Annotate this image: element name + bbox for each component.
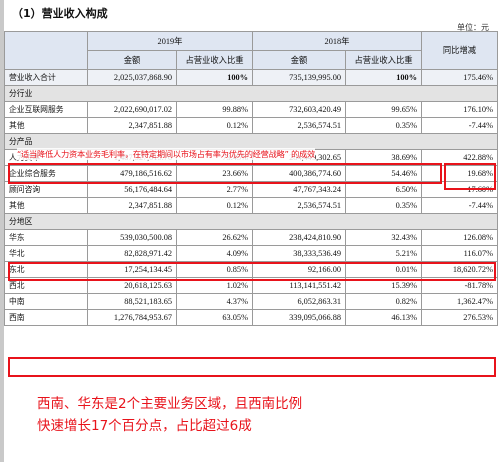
amount-2018: 339,095,066.88 bbox=[252, 309, 346, 326]
header-blank bbox=[4, 31, 88, 70]
amount-2018: 238,424,810.90 bbox=[252, 229, 346, 246]
share-2018: 46.13% bbox=[345, 309, 422, 326]
table-row: 中南 88,521,183.65 4.37% 6,052,863.31 0.82… bbox=[4, 293, 498, 310]
amount-2019: 539,030,500.08 bbox=[87, 229, 177, 246]
amount-2019: 88,521,183.65 bbox=[87, 293, 177, 310]
yoy-change: 126.08% bbox=[421, 229, 498, 246]
share-2019: 0.12% bbox=[176, 117, 253, 134]
header-year-2019: 2019年 bbox=[87, 31, 253, 51]
amount-2018: 2,536,574.51 bbox=[252, 117, 346, 134]
table-row-total: 营业收入合计 2,025,037,868.90 100% 735,139,995… bbox=[4, 69, 498, 86]
table-row: 西北 20,618,125.63 1.02% 113,141,551.42 15… bbox=[4, 277, 498, 294]
share-2019: 0.12% bbox=[176, 197, 253, 214]
yoy-change: 1,362.47% bbox=[421, 293, 498, 310]
table-row: 华北 82,828,971.42 4.09% 38,333,536.49 5.2… bbox=[4, 245, 498, 262]
yoy-change: 116.07% bbox=[421, 245, 498, 262]
section-title: （1）营业收入构成 bbox=[12, 7, 108, 20]
row-label: 西南 bbox=[4, 309, 88, 326]
share-2018: 100% bbox=[345, 69, 422, 86]
yoy-change: 176.10% bbox=[421, 101, 498, 118]
amount-2018: 2,536,574.51 bbox=[252, 197, 346, 214]
yoy-change: 276.53% bbox=[421, 309, 498, 326]
amount-2019: 2,022,690,017.02 bbox=[87, 101, 177, 118]
header-amount-2018: 金额 bbox=[252, 50, 346, 70]
yoy-change: -7.44% bbox=[421, 197, 498, 214]
unit-note: 单位：元 bbox=[457, 23, 489, 32]
annotation-note: “适当降低人力资本业务毛利率，在特定期间以市场占有率为优先的经营战略” 的成效 bbox=[17, 148, 316, 160]
table-row: 企业综合服务 479,186,516.62 23.66% 400,386,774… bbox=[4, 165, 498, 182]
share-2019: 63.05% bbox=[176, 309, 253, 326]
header-year-2018: 2018年 bbox=[252, 31, 422, 51]
share-2018: 0.35% bbox=[345, 117, 422, 134]
amount-2018: 38,333,536.49 bbox=[252, 245, 346, 262]
row-label: 其他 bbox=[4, 117, 88, 134]
share-2018: 32.43% bbox=[345, 229, 422, 246]
highlight-box-yoy-human-capital bbox=[444, 163, 496, 190]
header-share-2019: 占营业收入比重 bbox=[176, 50, 253, 70]
annotation-comment-line1: 西南、华东是2个主要业务区域，且西南比例 bbox=[37, 396, 303, 412]
share-2018: 0.35% bbox=[345, 197, 422, 214]
amount-2019: 2,025,037,868.90 bbox=[87, 69, 177, 86]
section-title-industry: 分行业 bbox=[4, 85, 498, 102]
row-label: 营业收入合计 bbox=[4, 69, 88, 86]
section-row-region: 分地区 bbox=[4, 213, 498, 230]
share-2019: 100% bbox=[176, 69, 253, 86]
share-2019: 99.88% bbox=[176, 101, 253, 118]
header-yoy: 同比增减 bbox=[421, 31, 498, 70]
table-row: 西南 1,276,784,953.67 63.05% 339,095,066.8… bbox=[4, 309, 498, 326]
amount-2019: 1,276,784,953.67 bbox=[87, 309, 177, 326]
table-row: 其他 2,347,851.88 0.12% 2,536,574.51 0.35%… bbox=[4, 117, 498, 134]
share-2019: 26.62% bbox=[176, 229, 253, 246]
highlight-box-southwest bbox=[8, 357, 496, 377]
header-share-2018: 占营业收入比重 bbox=[345, 50, 422, 70]
row-label: 华东 bbox=[4, 229, 88, 246]
share-2019: 4.09% bbox=[176, 245, 253, 262]
amount-2019: 2,347,851.88 bbox=[87, 197, 177, 214]
highlight-box-human-capital bbox=[8, 163, 442, 184]
highlight-box-east-china bbox=[8, 262, 496, 281]
annotation-comment-line2: 快速增长17个百分点，占比超过6成 bbox=[37, 418, 252, 434]
share-2018: 99.65% bbox=[345, 101, 422, 118]
annotation-comment: 西南、华东是2个主要业务区域，且西南比例 快速增长17个百分点，占比超过6成 bbox=[37, 393, 477, 437]
table-row: 企业互联网服务 2,022,690,017.02 99.88% 732,603,… bbox=[4, 101, 498, 118]
section-title-region: 分地区 bbox=[4, 213, 498, 230]
row-label: 企业互联网服务 bbox=[4, 101, 88, 118]
section-row-industry: 分行业 bbox=[4, 85, 498, 102]
table-row: 华东 539,030,500.08 26.62% 238,424,810.90 … bbox=[4, 229, 498, 246]
row-label: 其他 bbox=[4, 197, 88, 214]
share-2018: 0.82% bbox=[345, 293, 422, 310]
amount-2019: 82,828,971.42 bbox=[87, 245, 177, 262]
header-amount-2019: 金额 bbox=[87, 50, 177, 70]
yoy-change: 175.46% bbox=[421, 69, 498, 86]
amount-2018: 732,603,420.49 bbox=[252, 101, 346, 118]
amount-2019: 2,347,851.88 bbox=[87, 117, 177, 134]
table-row: 东北 17,254,134.45 0.85% 92,166.00 0.01% 1… bbox=[4, 261, 498, 278]
table-row: 其他 2,347,851.88 0.12% 2,536,574.51 0.35%… bbox=[4, 197, 498, 214]
row-label: 华北 bbox=[4, 245, 88, 262]
row-label: 中南 bbox=[4, 293, 88, 310]
share-2019: 4.37% bbox=[176, 293, 253, 310]
share-2018: 5.21% bbox=[345, 245, 422, 262]
amount-2018: 735,139,995.00 bbox=[252, 69, 346, 86]
amount-2018: 6,052,863.31 bbox=[252, 293, 346, 310]
yoy-change: -7.44% bbox=[421, 117, 498, 134]
page-edge bbox=[0, 0, 4, 462]
